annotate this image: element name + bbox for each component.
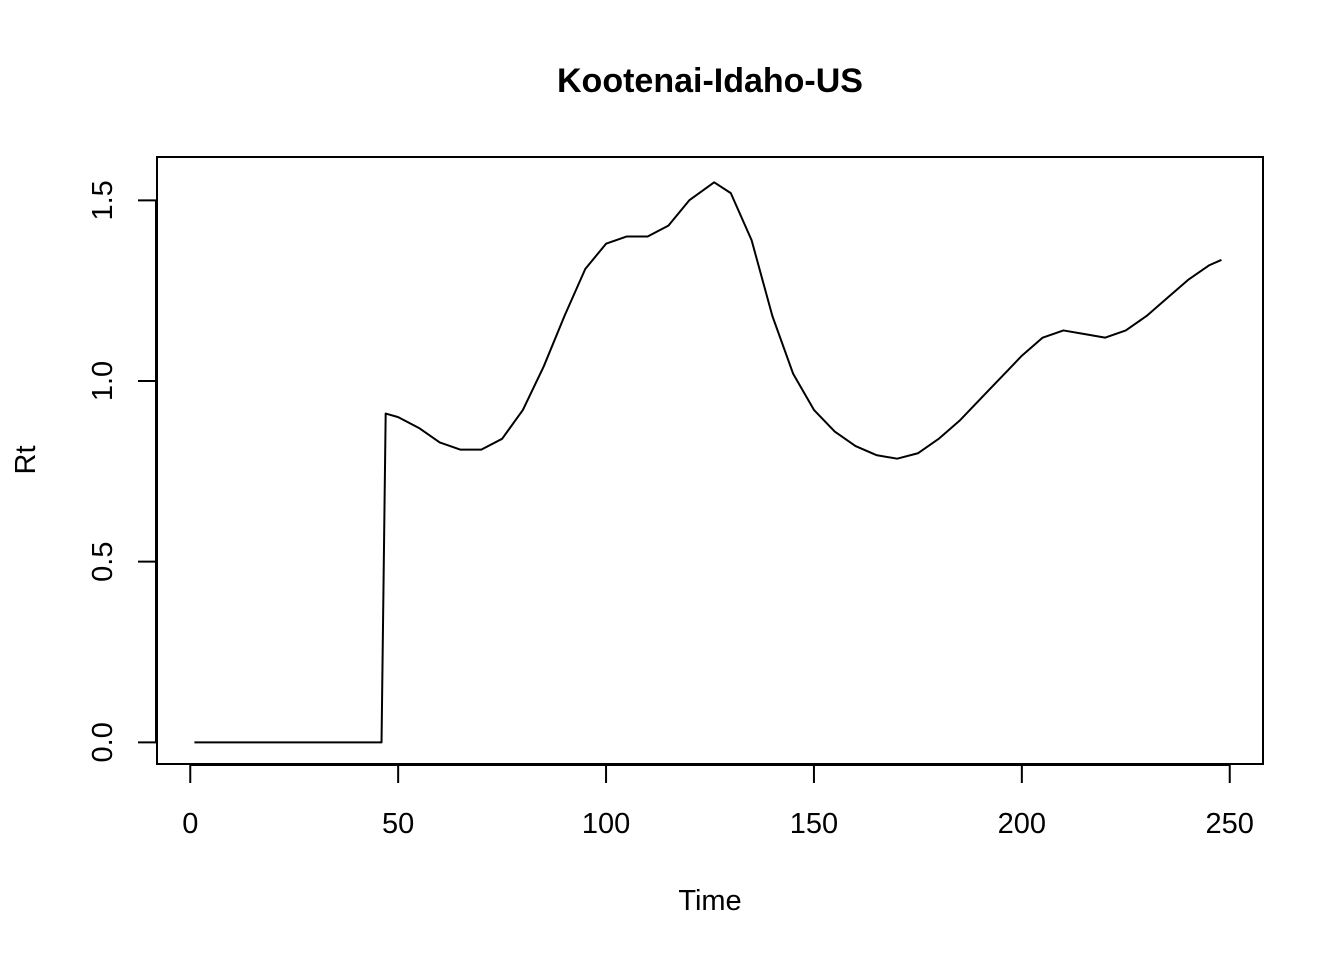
x-axis-label: Time: [678, 885, 741, 917]
x-tick-label: 50: [382, 808, 414, 840]
y-axis-label: Rt: [10, 446, 42, 475]
y-tick-label: 0.0: [87, 722, 119, 762]
plot-frame: [156, 156, 1264, 765]
y-tick-label: 1.0: [87, 361, 119, 401]
x-axis: 0 50 100 150 200 250: [182, 764, 1254, 840]
x-tick-label: 100: [582, 808, 630, 840]
chart-title: Kootenai-Idaho-US: [557, 62, 863, 100]
y-tick-label: 0.5: [87, 542, 119, 582]
x-tick-label: 250: [1206, 808, 1254, 840]
x-tick-label: 0: [182, 808, 198, 840]
x-tick-label: 150: [790, 808, 838, 840]
y-axis: 0.0 0.5 1.0 1.5: [87, 180, 157, 762]
y-tick-label: 1.5: [87, 180, 119, 220]
x-tick-label: 200: [998, 808, 1046, 840]
series-line: [194, 181, 1222, 744]
